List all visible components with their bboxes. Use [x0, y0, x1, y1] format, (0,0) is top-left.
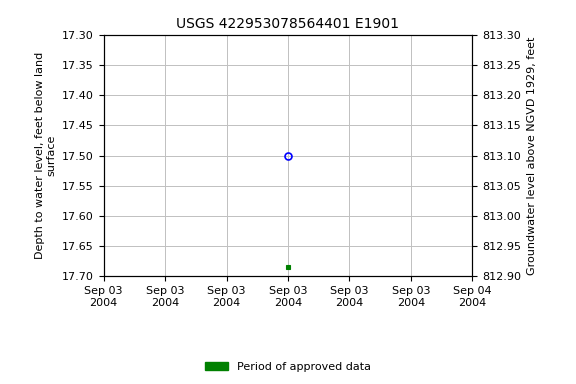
Title: USGS 422953078564401 E1901: USGS 422953078564401 E1901 [176, 17, 400, 31]
Y-axis label: Groundwater level above NGVD 1929, feet: Groundwater level above NGVD 1929, feet [526, 36, 537, 275]
Y-axis label: Depth to water level, feet below land
surface: Depth to water level, feet below land su… [35, 52, 56, 259]
Legend: Period of approved data: Period of approved data [201, 358, 375, 377]
